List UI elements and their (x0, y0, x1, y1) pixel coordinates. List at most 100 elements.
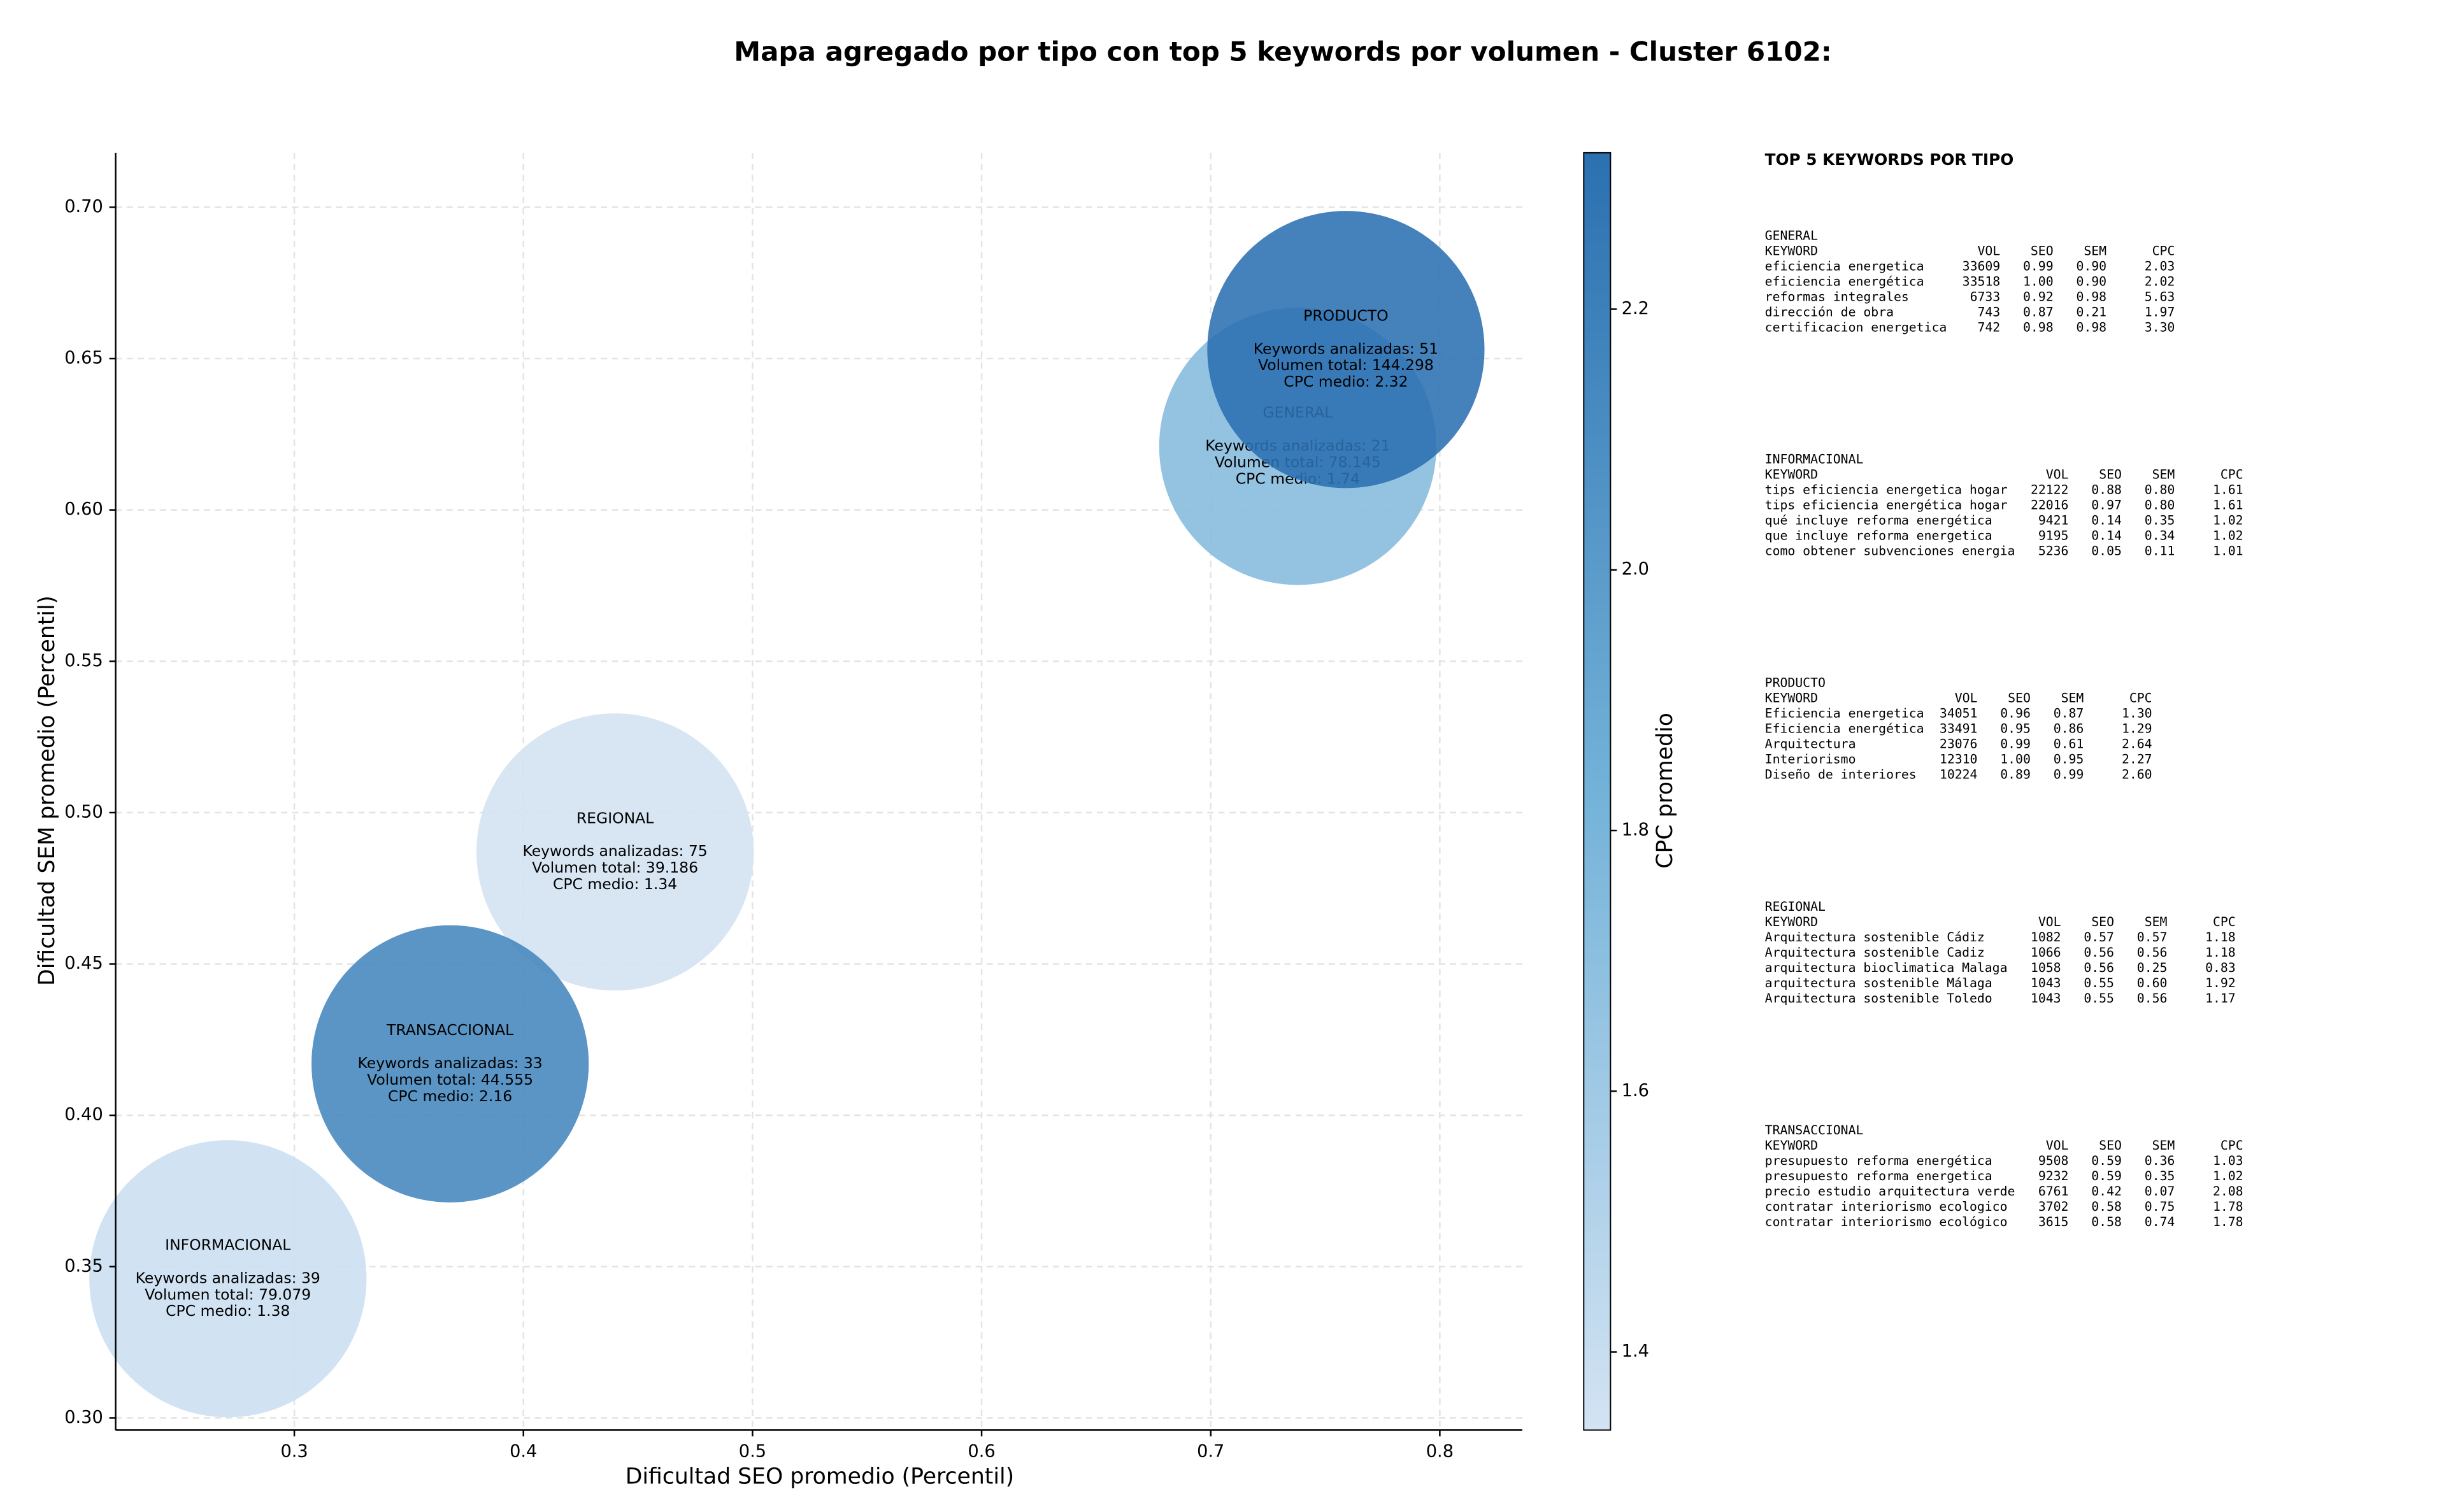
section-title: PRODUCTO (1765, 676, 1826, 690)
table-cell: 1.18 (2205, 945, 2236, 960)
table-cell: 0.90 (2076, 274, 2106, 289)
table-cell: 0.57 (2137, 930, 2168, 945)
table-cell: 2.64 (2122, 737, 2152, 752)
colorbar-tick-label: 1.6 (1622, 1081, 1649, 1101)
bubble-name: TRANSACCIONAL (386, 1021, 513, 1039)
table-cell: 0.55 (2084, 991, 2114, 1006)
table-cell: 743 (1977, 304, 2000, 319)
table-cell: 1.02 (2213, 529, 2243, 543)
table-cell: 0.11 (2145, 544, 2175, 559)
table-cell: 1.00 (2023, 274, 2054, 289)
table-cell: que incluye reforma energetica (1765, 529, 1992, 543)
table-cell: 0.87 (2054, 706, 2084, 721)
y-tick-label: 0.70 (64, 197, 103, 217)
colorbar-tick-label: 2.0 (1622, 559, 1649, 579)
table-cell: 9421 (2038, 513, 2069, 528)
table-cell: 0.89 (2000, 767, 2031, 782)
x-tick-label: 0.3 (280, 1442, 308, 1462)
table-cell: 0.98 (2076, 320, 2106, 334)
colorbar-tick-label: 2.2 (1622, 299, 1649, 318)
colorbar (1583, 152, 1612, 1431)
table-cell: 0.21 (2076, 304, 2106, 319)
table-cell: 1.92 (2205, 976, 2236, 990)
table-cell: 0.98 (2023, 320, 2054, 334)
table-cell: 1.02 (2213, 1169, 2243, 1183)
table-cell: presupuesto reforma energetica (1765, 1169, 1992, 1183)
table-header: SEO (2099, 1138, 2122, 1153)
table-cell: 0.07 (2145, 1184, 2175, 1199)
colorbar-tick-label: 1.8 (1622, 820, 1649, 840)
table-cell: 1.78 (2213, 1215, 2243, 1229)
table-cell: Diseño de interiores (1765, 767, 1917, 782)
y-tick-label: 0.55 (64, 651, 103, 671)
table-cell: certificacion energetica (1765, 320, 1947, 334)
table-cell: 0.35 (2145, 513, 2175, 528)
table-cell: 1.01 (2213, 544, 2243, 559)
table-cell: 1.30 (2122, 706, 2152, 721)
table-cell: 0.86 (2054, 722, 2084, 736)
table-cell: 0.58 (2091, 1215, 2122, 1229)
table-header: VOL (2046, 1138, 2069, 1153)
table-cell: 0.36 (2145, 1153, 2175, 1168)
x-tick-label: 0.4 (510, 1442, 537, 1462)
panel-title: TOP 5 KEYWORDS POR TIPO (1765, 150, 2014, 169)
table-header: VOL (2038, 915, 2061, 929)
table-cell: 0.56 (2137, 991, 2168, 1006)
table-cell: 22122 (2031, 483, 2069, 497)
table-cell: reformas integrales (1765, 289, 1909, 304)
table-cell: 1.97 (2145, 304, 2175, 319)
table-header: CPC (2221, 467, 2243, 482)
bubble-annotation: Volumen total: 44.555 (367, 1071, 533, 1088)
table-cell: 6733 (1970, 289, 2001, 304)
bubble-name: INFORMACIONAL (165, 1236, 290, 1253)
table-cell: eficiencia energetica (1765, 259, 1924, 273)
y-tick-label: 0.65 (64, 348, 103, 368)
table-header: VOL (2046, 467, 2069, 482)
table-cell: 12310 (1940, 752, 1978, 767)
table-cell: 0.14 (2091, 529, 2122, 543)
table-cell: tips eficiencia energética hogar (1765, 498, 2008, 513)
table-cell: 0.34 (2145, 529, 2175, 543)
bubble-annotation: CPC medio: 1.38 (166, 1302, 290, 1320)
table-cell: 23076 (1940, 737, 1978, 752)
bubble (1207, 211, 1485, 489)
table-cell: 9195 (2038, 529, 2069, 543)
table-header: KEYWORD (1765, 915, 1818, 929)
bubble-annotation: Volumen total: 79.079 (145, 1285, 311, 1303)
table-header: VOL (1955, 691, 1978, 706)
table-cell: 0.90 (2076, 259, 2106, 273)
table-header: SEM (2061, 691, 2084, 706)
table-cell: 1.02 (2213, 513, 2243, 528)
table-cell: 9232 (2038, 1169, 2069, 1183)
table-cell: 1.03 (2213, 1153, 2243, 1168)
bubble (476, 713, 754, 991)
table-cell: 3615 (2038, 1215, 2069, 1229)
table-cell: 0.56 (2084, 960, 2114, 975)
bubble (89, 1140, 367, 1418)
table-cell: 0.61 (2054, 737, 2084, 752)
table-cell: 1.61 (2213, 498, 2243, 513)
table-cell: 9508 (2038, 1153, 2069, 1168)
y-tick-label: 0.60 (64, 499, 103, 519)
table-header: SEM (2084, 243, 2106, 258)
table-cell: 0.74 (2145, 1215, 2175, 1229)
table-cell: 0.88 (2091, 483, 2122, 497)
table-cell: arquitectura sostenible Málaga (1765, 976, 1992, 990)
bubble (311, 925, 589, 1202)
table-cell: 0.80 (2145, 483, 2175, 497)
table-cell: 2.02 (2145, 274, 2175, 289)
table-cell: 0.42 (2091, 1184, 2122, 1199)
bubble-name: PRODUCTO (1303, 306, 1388, 324)
table-cell: Arquitectura sostenible Cadiz (1765, 945, 1985, 960)
table-cell: 0.05 (2091, 544, 2122, 559)
table-cell: 0.35 (2145, 1169, 2175, 1183)
table-cell: 0.58 (2091, 1199, 2122, 1214)
table-cell: 0.75 (2145, 1199, 2175, 1214)
table-cell: 1082 (2031, 930, 2061, 945)
table-cell: 2.60 (2122, 767, 2152, 782)
table-cell: Arquitectura (1765, 737, 1856, 752)
table-cell: contratar interiorismo ecologico (1765, 1199, 2008, 1214)
table-cell: 34051 (1940, 706, 1978, 721)
x-axis-label: Dificultad SEO promedio (Percentil) (626, 1464, 1014, 1490)
table-cell: 3702 (2038, 1199, 2069, 1214)
